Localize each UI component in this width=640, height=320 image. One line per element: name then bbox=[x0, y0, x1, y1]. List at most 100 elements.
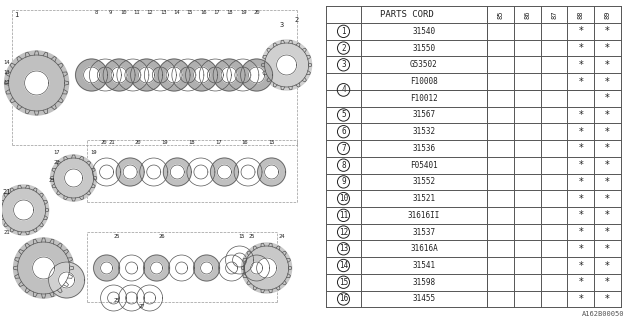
Text: 25: 25 bbox=[113, 234, 120, 238]
Text: 18: 18 bbox=[188, 140, 195, 145]
Text: 15: 15 bbox=[238, 234, 245, 238]
Text: 21: 21 bbox=[3, 189, 11, 195]
Text: 31616II: 31616II bbox=[408, 211, 440, 220]
Polygon shape bbox=[276, 55, 296, 75]
Polygon shape bbox=[186, 59, 218, 91]
Text: 11: 11 bbox=[133, 10, 140, 14]
Polygon shape bbox=[264, 165, 278, 179]
Text: *: * bbox=[579, 277, 583, 287]
Text: *: * bbox=[579, 244, 583, 254]
Polygon shape bbox=[194, 255, 220, 281]
Polygon shape bbox=[194, 67, 209, 83]
Text: *: * bbox=[579, 110, 583, 120]
Text: 22: 22 bbox=[53, 161, 60, 165]
Text: 10: 10 bbox=[120, 10, 127, 14]
Text: 85: 85 bbox=[497, 10, 504, 19]
Polygon shape bbox=[211, 158, 239, 186]
Polygon shape bbox=[123, 165, 137, 179]
Text: 14: 14 bbox=[173, 10, 180, 14]
Text: *: * bbox=[605, 160, 610, 170]
Text: 21: 21 bbox=[3, 229, 10, 235]
Text: 31567: 31567 bbox=[412, 110, 436, 119]
Text: *: * bbox=[579, 294, 583, 304]
Text: *: * bbox=[605, 177, 610, 187]
Text: 21: 21 bbox=[108, 140, 115, 145]
Text: 9: 9 bbox=[108, 10, 111, 14]
Text: *: * bbox=[605, 194, 610, 204]
Polygon shape bbox=[13, 238, 74, 298]
Text: 31552: 31552 bbox=[412, 177, 436, 186]
Text: *: * bbox=[605, 26, 610, 36]
Text: *: * bbox=[579, 160, 583, 170]
Polygon shape bbox=[242, 243, 292, 293]
Text: 8: 8 bbox=[95, 10, 98, 14]
Text: 31550: 31550 bbox=[412, 44, 436, 52]
Text: 2: 2 bbox=[341, 44, 346, 52]
Polygon shape bbox=[59, 272, 75, 288]
Text: 18: 18 bbox=[227, 10, 233, 14]
Text: 88: 88 bbox=[578, 10, 584, 19]
Text: *: * bbox=[605, 143, 610, 153]
Text: *: * bbox=[605, 60, 610, 70]
Polygon shape bbox=[51, 155, 97, 201]
Polygon shape bbox=[139, 67, 155, 83]
Text: 13: 13 bbox=[339, 244, 348, 253]
Polygon shape bbox=[84, 67, 100, 83]
Text: *: * bbox=[579, 127, 583, 137]
Polygon shape bbox=[131, 59, 163, 91]
Text: 17: 17 bbox=[213, 10, 220, 14]
Polygon shape bbox=[251, 262, 262, 274]
Text: *: * bbox=[579, 26, 583, 36]
Text: 15: 15 bbox=[187, 10, 193, 14]
Text: 13: 13 bbox=[160, 10, 166, 14]
Polygon shape bbox=[49, 262, 84, 298]
Text: 20: 20 bbox=[100, 140, 107, 145]
Text: *: * bbox=[605, 277, 610, 287]
Polygon shape bbox=[221, 67, 237, 83]
Text: 9: 9 bbox=[341, 177, 346, 186]
Text: G53502: G53502 bbox=[410, 60, 438, 69]
Text: *: * bbox=[579, 227, 583, 237]
Text: 6: 6 bbox=[341, 127, 346, 136]
Text: *: * bbox=[605, 110, 610, 120]
Text: 20: 20 bbox=[253, 10, 260, 14]
Text: 17: 17 bbox=[53, 149, 60, 155]
Text: 17: 17 bbox=[215, 140, 221, 145]
Text: F10008: F10008 bbox=[410, 77, 438, 86]
Text: 1: 1 bbox=[15, 12, 19, 18]
Polygon shape bbox=[258, 158, 285, 186]
Text: *: * bbox=[579, 210, 583, 220]
Polygon shape bbox=[163, 158, 191, 186]
Text: 86: 86 bbox=[524, 10, 531, 19]
Text: 31598: 31598 bbox=[412, 278, 436, 287]
Text: 31616A: 31616A bbox=[410, 244, 438, 253]
Text: *: * bbox=[579, 43, 583, 53]
Text: *: * bbox=[579, 260, 583, 270]
Text: 27: 27 bbox=[138, 303, 145, 308]
Text: 13: 13 bbox=[3, 69, 10, 75]
Text: 3: 3 bbox=[280, 22, 284, 28]
Text: *: * bbox=[579, 177, 583, 187]
Text: A162B00050: A162B00050 bbox=[582, 311, 624, 317]
Text: *: * bbox=[605, 227, 610, 237]
Polygon shape bbox=[65, 169, 83, 187]
Text: 89: 89 bbox=[605, 10, 611, 19]
Text: 31455: 31455 bbox=[412, 294, 436, 303]
Text: 4: 4 bbox=[341, 85, 346, 94]
Polygon shape bbox=[13, 200, 33, 220]
Polygon shape bbox=[103, 59, 135, 91]
Text: 7: 7 bbox=[341, 144, 346, 153]
Text: 19: 19 bbox=[90, 149, 97, 155]
Text: 11: 11 bbox=[339, 211, 348, 220]
Polygon shape bbox=[257, 258, 276, 278]
Text: 8: 8 bbox=[341, 161, 346, 170]
Polygon shape bbox=[262, 40, 312, 90]
Text: *: * bbox=[605, 244, 610, 254]
Polygon shape bbox=[244, 255, 269, 281]
Text: 10: 10 bbox=[339, 194, 348, 203]
Text: 16: 16 bbox=[242, 140, 248, 145]
Polygon shape bbox=[166, 67, 182, 83]
Text: 12: 12 bbox=[3, 79, 10, 84]
Text: 20: 20 bbox=[135, 140, 141, 145]
Text: *: * bbox=[579, 143, 583, 153]
